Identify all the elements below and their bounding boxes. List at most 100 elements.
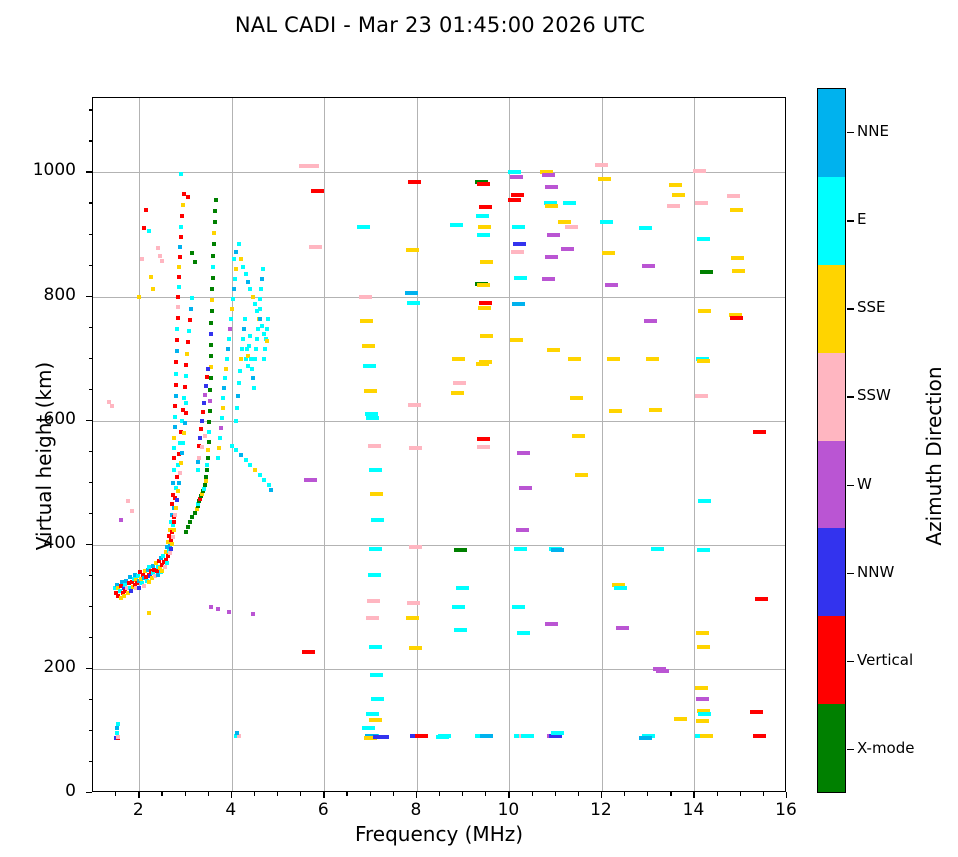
data-point [367, 443, 381, 448]
data-point [252, 356, 257, 361]
data-point [200, 444, 205, 449]
colorbar [817, 88, 846, 793]
data-point [153, 561, 158, 566]
data-point [178, 235, 183, 239]
data-point [730, 256, 744, 261]
data-point [214, 197, 219, 202]
data-point [546, 232, 560, 237]
data-point [126, 591, 131, 596]
data-point [165, 545, 170, 550]
data-point [697, 644, 711, 649]
data-point [257, 306, 262, 311]
y-tick-minor [88, 760, 92, 763]
data-point [171, 527, 176, 532]
data-point [567, 356, 581, 361]
data-point [167, 527, 172, 532]
x-tick-label: 10 [497, 800, 520, 820]
data-point [249, 356, 254, 361]
data-point [168, 537, 173, 542]
data-point [366, 616, 380, 620]
data-point [203, 383, 208, 388]
colorbar-tick [847, 572, 854, 575]
y-tick-minor [88, 264, 92, 266]
data-point [671, 192, 685, 197]
page-title: NAL CADI - Mar 23 01:45:00 2026 UTC [234, 13, 646, 37]
data-point [119, 580, 124, 585]
data-point [171, 468, 176, 473]
data-point [169, 501, 174, 506]
data-point [169, 541, 174, 546]
data-point [124, 578, 129, 583]
data-point [509, 175, 523, 180]
data-point [727, 194, 741, 199]
data-point [543, 201, 557, 206]
data-point [179, 213, 184, 218]
data-point [368, 717, 382, 722]
data-point [241, 326, 246, 331]
data-point [251, 376, 256, 381]
data-point [511, 192, 525, 197]
data-point [175, 349, 180, 354]
data-point [233, 267, 238, 272]
data-point [546, 347, 560, 352]
data-point [118, 584, 123, 589]
data-point [205, 448, 210, 453]
gridline-vertical [601, 98, 603, 791]
data-point [177, 274, 182, 279]
data-point [544, 185, 558, 190]
colorbar-label-nne: NNE [857, 122, 889, 141]
data-point [207, 398, 212, 403]
y-tick [86, 419, 92, 422]
data-point [368, 468, 382, 473]
data-point [173, 495, 178, 500]
data-point [239, 356, 244, 361]
data-point [152, 573, 157, 578]
data-point [172, 445, 177, 450]
gridline-vertical [694, 98, 696, 791]
data-point [476, 283, 490, 288]
data-point [260, 277, 265, 282]
data-point [176, 304, 181, 309]
x-tick-label: 8 [410, 800, 422, 820]
data-point [370, 696, 384, 701]
data-point [195, 504, 200, 509]
data-point [125, 586, 130, 591]
data-point [258, 297, 263, 302]
data-point [235, 406, 240, 411]
data-point [116, 593, 121, 598]
data-point [697, 237, 711, 242]
y-tick [86, 171, 92, 173]
data-point [192, 510, 197, 515]
data-point [212, 242, 217, 247]
data-point [234, 733, 239, 738]
data-point [560, 247, 574, 252]
x-tick-minor [531, 792, 533, 796]
data-point [174, 360, 179, 365]
data-point [639, 736, 653, 741]
data-point [452, 381, 466, 386]
x-tick-minor [439, 792, 441, 796]
data-point [210, 309, 215, 314]
data-point [257, 473, 262, 478]
data-point [242, 316, 247, 321]
data-point [229, 443, 234, 448]
data-point [264, 339, 269, 344]
data-point [409, 545, 423, 550]
data-point [692, 169, 706, 174]
data-point [406, 300, 420, 305]
data-point [369, 491, 383, 496]
y-tick-label: 400 [43, 532, 76, 553]
data-point [549, 733, 563, 738]
data-point [176, 489, 181, 494]
data-point [478, 360, 492, 365]
data-point [697, 547, 711, 552]
data-point [170, 493, 175, 498]
data-point [113, 586, 118, 591]
data-point [478, 300, 492, 305]
y-tick-minor [88, 729, 92, 732]
data-point [170, 535, 175, 540]
x-tick-minor [392, 792, 394, 796]
data-point [644, 319, 657, 324]
data-point [250, 366, 255, 371]
data-point [414, 733, 428, 738]
